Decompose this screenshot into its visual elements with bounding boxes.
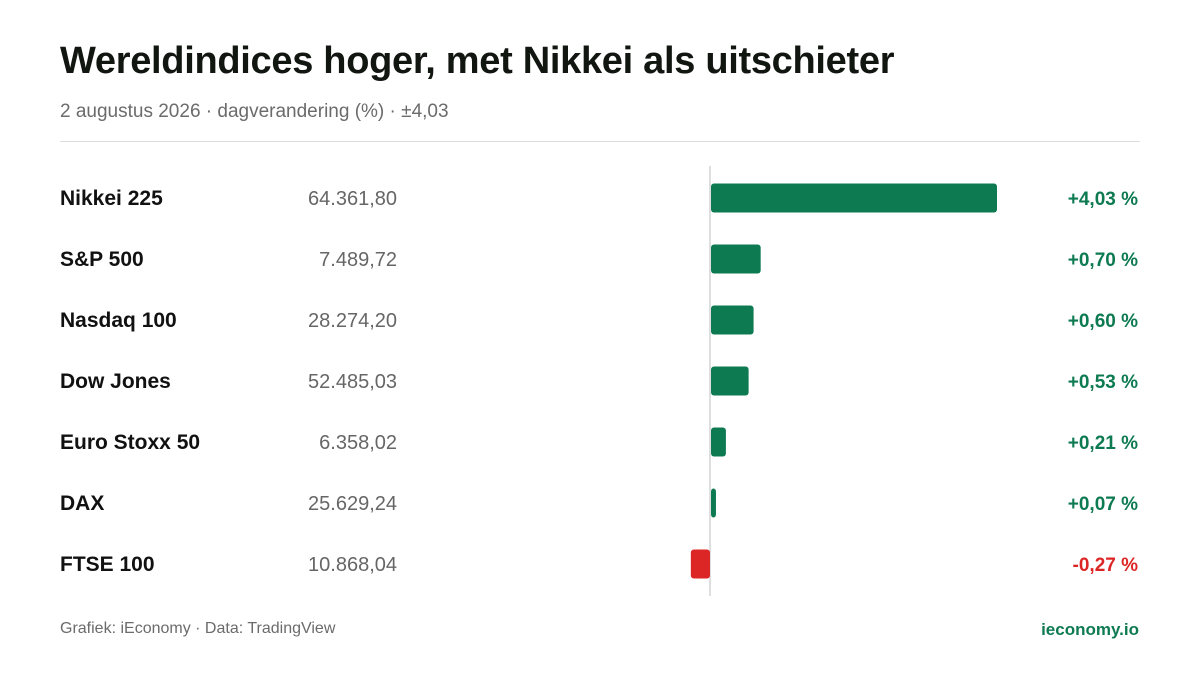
index-level-label: 6.358,02 — [319, 432, 397, 454]
change-bar — [690, 549, 710, 579]
chart-subtitle: 2 augustus 2026 · dagverandering (%) · ±… — [60, 101, 449, 122]
change-value-label: -0,27 % — [1073, 555, 1139, 576]
index-name-label: DAX — [60, 492, 104, 515]
change-bar — [711, 427, 726, 457]
index-level-label: 25.629,24 — [308, 493, 397, 515]
header-divider — [60, 141, 1140, 142]
index-level-label: 10.868,04 — [308, 554, 397, 576]
change-bar — [711, 305, 754, 335]
change-value-label: +0,70 % — [1068, 250, 1138, 271]
change-bar — [711, 488, 716, 518]
change-value-label: +0,53 % — [1068, 372, 1138, 393]
change-bar — [711, 244, 761, 274]
brand-link[interactable]: ieconomy.io — [1041, 620, 1139, 639]
source-credit: Grafiek: iEconomy · Data: TradingView — [60, 620, 336, 637]
index-name-label: S&P 500 — [60, 248, 144, 271]
change-bar — [711, 366, 749, 396]
index-name-label: Nasdaq 100 — [60, 309, 177, 332]
change-value-label: +4,03 % — [1068, 189, 1138, 210]
index-level-label: 28.274,20 — [308, 310, 397, 332]
chart-title: Wereldindices hoger, met Nikkei als uits… — [60, 40, 895, 82]
index-level-label: 52.485,03 — [308, 371, 397, 393]
change-value-label: +0,07 % — [1068, 494, 1138, 515]
index-name-label: Dow Jones — [60, 370, 171, 393]
change-value-label: +0,60 % — [1068, 311, 1138, 332]
index-level-label: 64.361,80 — [308, 188, 397, 210]
change-bar — [711, 183, 997, 213]
index-level-label: 7.489,72 — [319, 249, 397, 271]
index-name-label: Euro Stoxx 50 — [60, 431, 200, 454]
index-name-label: Nikkei 225 — [60, 187, 163, 210]
change-value-label: +0,21 % — [1068, 433, 1138, 454]
index-name-label: FTSE 100 — [60, 553, 155, 576]
